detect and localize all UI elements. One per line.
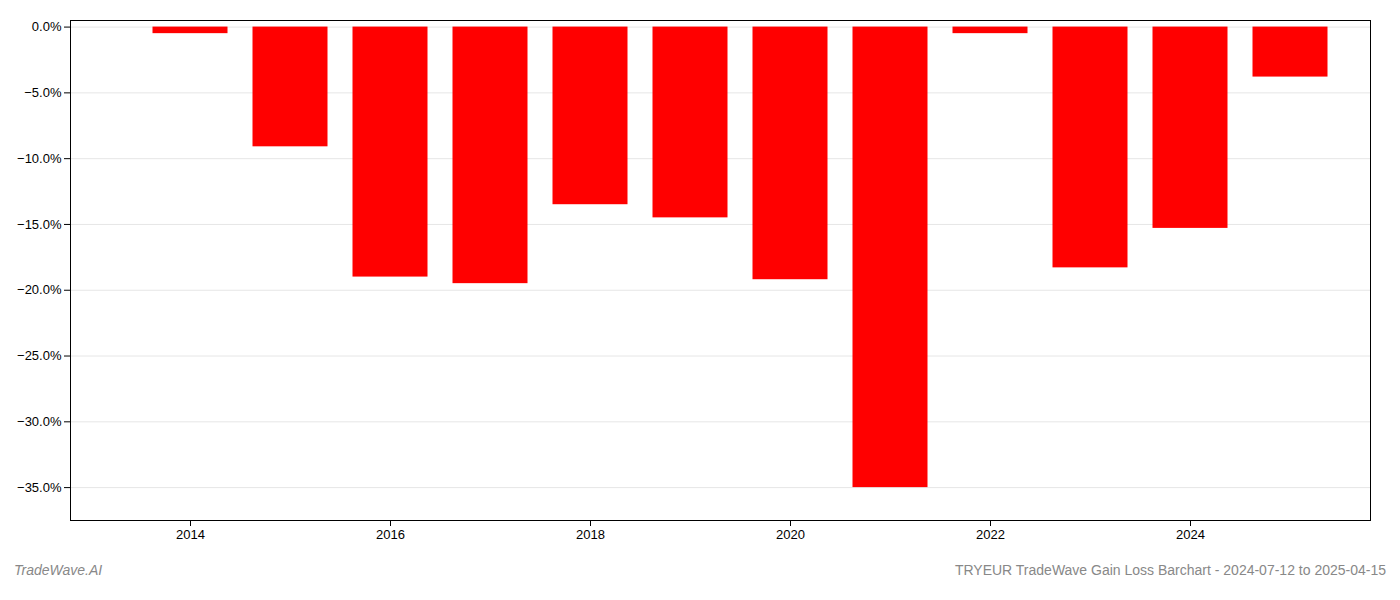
svg-text:2020: 2020 <box>776 527 805 542</box>
svg-text:0.0%: 0.0% <box>32 19 62 34</box>
svg-text:2018: 2018 <box>576 527 605 542</box>
svg-text:2014: 2014 <box>176 527 205 542</box>
svg-text:−20.0%: −20.0% <box>17 282 62 297</box>
svg-text:−30.0%: −30.0% <box>17 414 62 429</box>
svg-text:−25.0%: −25.0% <box>17 348 62 363</box>
svg-text:−35.0%: −35.0% <box>17 480 62 495</box>
svg-text:2024: 2024 <box>1176 527 1205 542</box>
svg-text:−15.0%: −15.0% <box>17 217 62 232</box>
svg-text:−5.0%: −5.0% <box>24 85 62 100</box>
html-text:TradeWave.AI: TradeWave.AI <box>14 562 103 578</box>
svg-text:2016: 2016 <box>376 527 405 542</box>
svg-text:2022: 2022 <box>976 527 1005 542</box>
html-text:TRYEUR TradeWave Gain Loss Bar: TRYEUR TradeWave Gain Loss Barchart - 20… <box>954 562 1386 578</box>
svg-text:−10.0%: −10.0% <box>17 151 62 166</box>
